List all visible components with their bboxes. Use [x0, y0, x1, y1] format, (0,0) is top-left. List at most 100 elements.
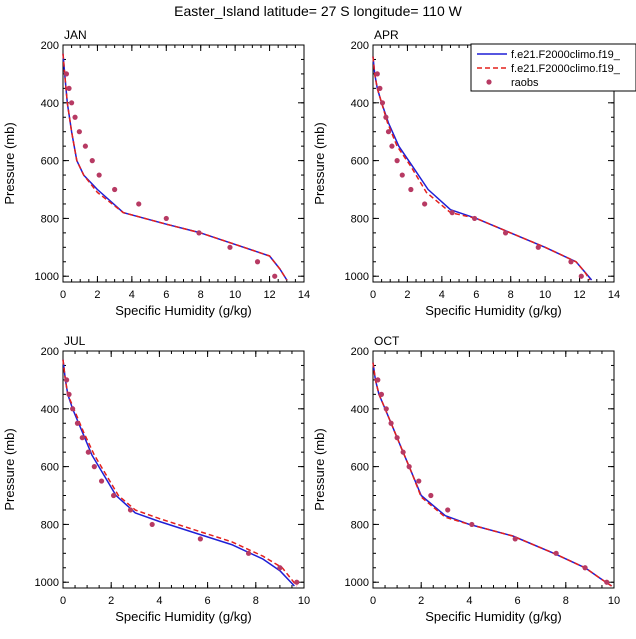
- raobs-point: [111, 492, 117, 499]
- y-tick-label: 600: [351, 462, 369, 474]
- y-tick-label: 400: [41, 404, 59, 416]
- raobs-point: [400, 449, 406, 455]
- plot-frame-jan: [62, 44, 305, 283]
- raobs-point: [375, 377, 381, 383]
- y-tick-label: 600: [351, 156, 369, 168]
- x-tick-label: 10: [608, 595, 620, 607]
- raobs-point: [394, 158, 400, 164]
- raobs-point: [163, 215, 169, 222]
- x-tick-label: 10: [539, 289, 551, 301]
- raobs-point: [469, 521, 475, 528]
- plot-frame-jul: [62, 350, 305, 589]
- x-tick-label: 8: [253, 595, 259, 607]
- raobs-point: [535, 244, 541, 250]
- y-tick-label: 800: [41, 213, 59, 225]
- raobs-point: [385, 129, 392, 135]
- raobs-point: [512, 536, 518, 542]
- raobs-point: [428, 492, 434, 499]
- panel-label: OCT: [374, 334, 400, 348]
- raobs-point: [277, 565, 283, 571]
- raobs-point: [66, 391, 72, 397]
- x-tick-label: 0: [60, 595, 66, 607]
- y-tick-label: 800: [41, 519, 59, 531]
- raobs-point: [66, 85, 72, 91]
- model-dashed-line: [62, 53, 288, 281]
- y-axis-title: Pressure (mb): [312, 122, 327, 204]
- y-tick-label: 200: [351, 40, 369, 52]
- panel-label: APR: [374, 28, 399, 42]
- legend-marker: [486, 79, 492, 85]
- raobs-point: [578, 273, 584, 279]
- raobs-point: [227, 244, 233, 250]
- raobs-point: [502, 230, 509, 236]
- x-tick-label: 0: [370, 595, 376, 607]
- y-axis-title: Pressure (mb): [312, 428, 327, 510]
- plot-frame-oct: [372, 350, 615, 589]
- raobs-point: [245, 550, 252, 556]
- raobs-point: [399, 172, 405, 178]
- y-tick-label: 600: [41, 156, 59, 168]
- raobs-point: [449, 210, 455, 216]
- y-tick-label: 1000: [35, 271, 59, 283]
- x-tick-label: 2: [404, 289, 410, 301]
- raobs-point: [112, 186, 118, 193]
- raobs-point: [74, 420, 81, 426]
- model-solid-line: [62, 359, 295, 587]
- y-tick-label: 600: [41, 462, 59, 474]
- y-tick-label: 1000: [35, 577, 59, 589]
- y-tick-label: 1000: [345, 577, 369, 589]
- raobs-point: [91, 464, 97, 470]
- y-tick-label: 400: [351, 404, 369, 416]
- y-axis-title: Pressure (mb): [2, 122, 17, 204]
- raobs-point: [471, 215, 478, 222]
- raobs-point: [89, 158, 95, 164]
- raobs-point: [388, 420, 394, 426]
- x-tick-label: 2: [108, 595, 114, 607]
- x-axis-title: Specific Humidity (g/kg): [115, 303, 252, 318]
- legend-label: f.e21.F2000climo.f19_: [511, 63, 621, 75]
- x-axis-title: Specific Humidity (g/kg): [425, 303, 562, 318]
- raobs-point: [379, 100, 386, 106]
- x-tick-label: 6: [473, 289, 479, 301]
- legend-label: raobs: [511, 77, 539, 89]
- raobs-point: [582, 565, 588, 571]
- x-tick-label: 0: [370, 289, 376, 301]
- raobs-point: [272, 273, 278, 279]
- raobs-point: [383, 406, 389, 412]
- raobs-point: [294, 579, 300, 585]
- x-tick-label: 6: [163, 289, 169, 301]
- x-tick-label: 4: [439, 289, 445, 301]
- x-tick-label: 8: [563, 595, 569, 607]
- raobs-point: [422, 201, 428, 207]
- legend-box: [470, 43, 636, 92]
- y-tick-label: 800: [351, 519, 369, 531]
- panel-jul: 0 2 4 6 8 10 200 400 600 800 1000 JUL Specific Humid…: [2, 334, 310, 624]
- raobs-point: [197, 536, 203, 542]
- raobs-point: [136, 201, 142, 207]
- x-tick-label: 10: [229, 289, 241, 301]
- legend: f.e21.F2000climo.f19_ f.e21.F2000climo.f1…: [470, 43, 636, 92]
- raobs-point: [416, 478, 422, 484]
- y-tick-label: 200: [351, 346, 369, 358]
- raobs-point: [127, 507, 134, 513]
- legend-label: f.e21.F2000climo.f19_: [511, 49, 621, 61]
- raobs-point: [406, 464, 412, 470]
- raobs-point: [378, 391, 385, 397]
- y-tick-label: 400: [41, 98, 59, 110]
- y-tick-label: 1000: [345, 271, 369, 283]
- raobs-point: [82, 143, 88, 149]
- raobs-point: [389, 143, 395, 149]
- raobs-point: [568, 259, 574, 265]
- raobs-point: [79, 435, 85, 441]
- x-axis-title: Specific Humidity (g/kg): [115, 609, 252, 624]
- x-tick-label: 2: [94, 289, 100, 301]
- x-tick-label: 12: [263, 289, 275, 301]
- panel-jan: 0 2 4 6 8 10 12 14 200 400 600 800 1000 JAN Specific H…: [2, 28, 310, 318]
- x-tick-label: 6: [205, 595, 211, 607]
- y-tick-label: 200: [41, 40, 59, 52]
- raobs-point: [85, 449, 91, 455]
- raobs-point: [374, 71, 380, 77]
- raobs-point: [394, 435, 400, 441]
